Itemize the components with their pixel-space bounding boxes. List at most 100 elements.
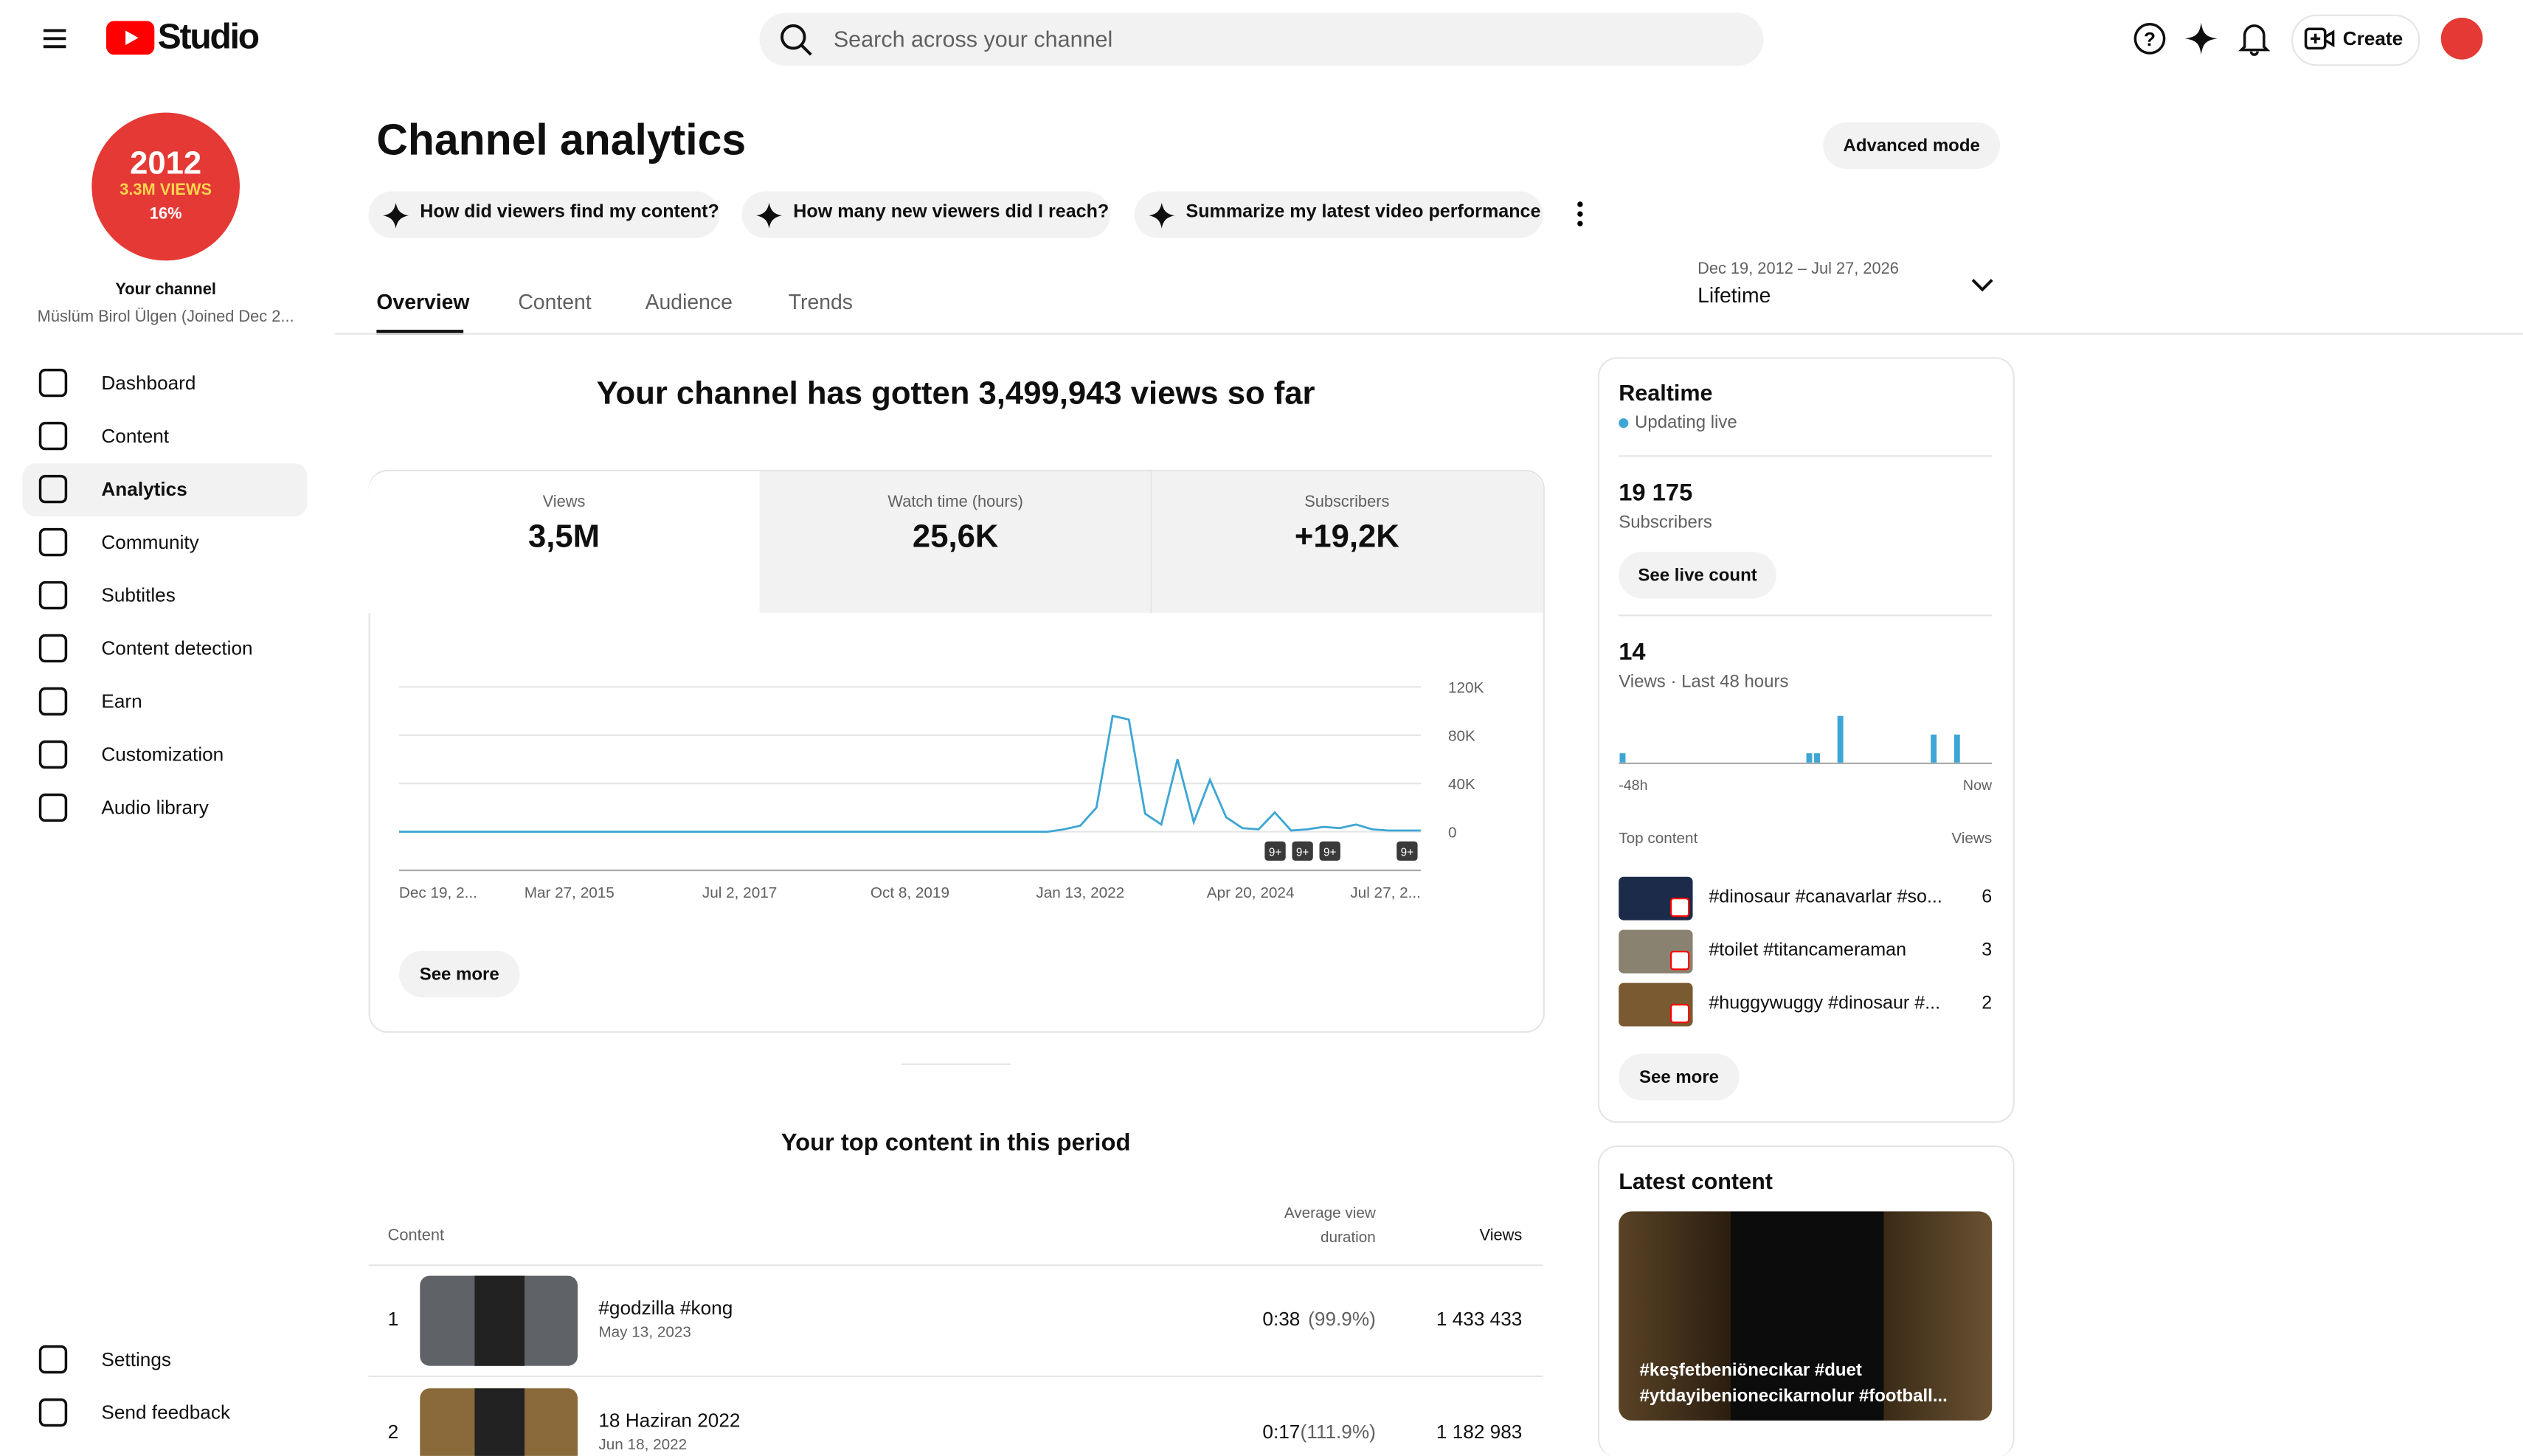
metric-value[interactable]: 3,5M xyxy=(527,519,600,555)
date-range[interactable]: Dec 19, 2012 – Jul 27, 2026 xyxy=(1697,260,1899,279)
table-divider xyxy=(368,1264,1543,1266)
suggestion-text[interactable]: How many new viewers did I reach? xyxy=(793,202,1110,222)
avatar-percent: 16% xyxy=(149,206,182,224)
suggestion-chip[interactable] xyxy=(368,191,719,238)
annotation-badge xyxy=(1319,841,1340,861)
nav-icon xyxy=(38,1398,68,1427)
subscriber-label: Subscribers xyxy=(1619,513,1712,533)
x-tick-label: Jul 2, 2017 xyxy=(702,884,777,901)
search-box[interactable] xyxy=(759,13,1764,66)
tab[interactable]: Content xyxy=(518,289,592,314)
nav-item[interactable]: Earn xyxy=(101,690,142,713)
avg-percent: (111.9%) xyxy=(1300,1419,1376,1443)
item-views: 6 xyxy=(1982,887,1993,908)
nav-item[interactable]: Community xyxy=(101,530,199,554)
nav-item[interactable]: Dashboard xyxy=(101,371,196,395)
views: 1 182 983 xyxy=(1436,1419,1523,1443)
top-label: Top content xyxy=(1619,830,1698,848)
suggestion-text[interactable]: Summarize my latest video performance xyxy=(1186,202,1541,222)
video-date: Jun 18, 2022 xyxy=(598,1435,688,1454)
channel-avatar[interactable] xyxy=(91,112,240,261)
metric-label[interactable]: Subscribers xyxy=(1304,493,1390,512)
nav-item[interactable]: Settings xyxy=(101,1348,171,1371)
thumbnail-inner xyxy=(474,1387,525,1456)
account-avatar[interactable] xyxy=(2440,17,2483,60)
nav-active-bg xyxy=(22,463,308,517)
x-tick-label: Jul 27, 2... xyxy=(1350,884,1421,901)
nav-icon xyxy=(38,793,68,822)
nav-item[interactable]: Analytics xyxy=(101,477,187,501)
suggestion-chip[interactable] xyxy=(1134,191,1543,238)
live-count-button[interactable]: See live count xyxy=(1619,552,1776,599)
item-title[interactable]: #dinosaur #canavarlar #so... xyxy=(1709,887,1942,908)
tab[interactable]: Trends xyxy=(788,289,853,314)
nav-item[interactable]: Audio library xyxy=(101,796,209,819)
dropdown-icon[interactable] xyxy=(1970,275,1996,294)
realtime-title: Realtime xyxy=(1619,379,1713,406)
video-title[interactable]: 18 Haziran 2022 xyxy=(598,1408,741,1432)
nav-item[interactable]: Customization xyxy=(101,743,224,766)
rank: 1 xyxy=(387,1308,399,1331)
menu-icon[interactable] xyxy=(41,24,69,53)
logo-text[interactable]: Studio xyxy=(157,15,260,57)
metric-label[interactable]: Views xyxy=(542,493,586,512)
nav-icon xyxy=(38,474,68,504)
thumbnail-inner xyxy=(474,1275,525,1366)
item-views: 3 xyxy=(1982,940,1993,961)
sparkle-icon xyxy=(383,202,409,229)
ai-icon[interactable] xyxy=(2184,22,2218,55)
advanced-mode-button[interactable]: Advanced mode xyxy=(1823,122,2001,170)
metric-label[interactable]: Watch time (hours) xyxy=(887,493,1023,512)
suggestion-chip[interactable] xyxy=(741,191,1110,238)
views-line xyxy=(398,714,1421,833)
subscriber-count: 19 175 xyxy=(1619,479,1693,507)
metric-value[interactable]: 25,6K xyxy=(912,519,999,555)
help-icon[interactable]: ? xyxy=(2132,21,2167,56)
nav-item[interactable]: Send feedback xyxy=(101,1401,231,1424)
rank: 2 xyxy=(387,1419,399,1443)
notifications-icon[interactable] xyxy=(2238,21,2271,56)
metric-value[interactable]: +19,2K xyxy=(1294,519,1399,555)
x-tick-label: Oct 8, 2019 xyxy=(871,884,949,901)
hour-bar xyxy=(1837,715,1844,763)
avatar-year: 2012 xyxy=(130,146,202,182)
item-title[interactable]: #huggywuggy #dinosaur #... xyxy=(1709,994,1941,1014)
create-label[interactable]: Create xyxy=(2342,27,2403,50)
more-icon[interactable] xyxy=(1574,199,1586,228)
search-placeholder[interactable]: Search across your channel xyxy=(833,25,1113,52)
suggestion-text[interactable]: How did viewers find my content? xyxy=(420,202,719,222)
see-more-button[interactable]: See more xyxy=(1619,1053,1740,1100)
annotation-label: 9+ xyxy=(1323,846,1336,859)
hour-bar xyxy=(1953,734,1960,763)
avg-duration: 0:38 xyxy=(1262,1308,1301,1331)
create-button[interactable] xyxy=(2291,14,2420,66)
tab-divider xyxy=(334,333,2523,335)
avatar-views: 3.3M VIEWS xyxy=(120,181,212,200)
metric-tab[interactable] xyxy=(368,471,760,614)
see-more-button[interactable]: See more xyxy=(398,951,520,998)
x-tick-label: Mar 27, 2015 xyxy=(525,884,615,901)
annotation-label: 9+ xyxy=(1401,846,1413,859)
latest-thumbnail[interactable] xyxy=(1619,1211,1993,1421)
nav-item[interactable]: Subtitles xyxy=(101,583,176,607)
tab[interactable]: Audience xyxy=(645,289,733,314)
col-duration: Average view duration xyxy=(1284,1204,1376,1247)
logo-icon[interactable] xyxy=(105,21,155,55)
nav-item[interactable]: Content detection xyxy=(101,637,253,660)
views-count: 14 xyxy=(1619,638,1646,666)
y-tick-label: 0 xyxy=(1448,824,1457,841)
video-title[interactable]: #godzilla #kong xyxy=(598,1296,733,1320)
item-title[interactable]: #toilet #titancameraman xyxy=(1709,940,1907,961)
metric-tab[interactable] xyxy=(1151,471,1543,614)
realtime-status: Updating live xyxy=(1635,413,1737,433)
period[interactable]: Lifetime xyxy=(1697,282,1771,308)
annotation-badge xyxy=(1264,841,1286,861)
latest-caption[interactable]: #keşfetbeniönecıkar #duet #ytdayibenione… xyxy=(1639,1361,1948,1407)
metric-tab[interactable] xyxy=(760,471,1153,614)
shorts-badge xyxy=(1670,951,1690,971)
tab[interactable]: Overview xyxy=(376,289,470,314)
channel-name: Müslüm Birol Ülgen (Joined Dec 2... xyxy=(37,308,294,327)
nav-icon xyxy=(38,580,68,610)
page-title: Channel analytics xyxy=(376,116,747,164)
nav-item[interactable]: Content xyxy=(101,424,170,448)
